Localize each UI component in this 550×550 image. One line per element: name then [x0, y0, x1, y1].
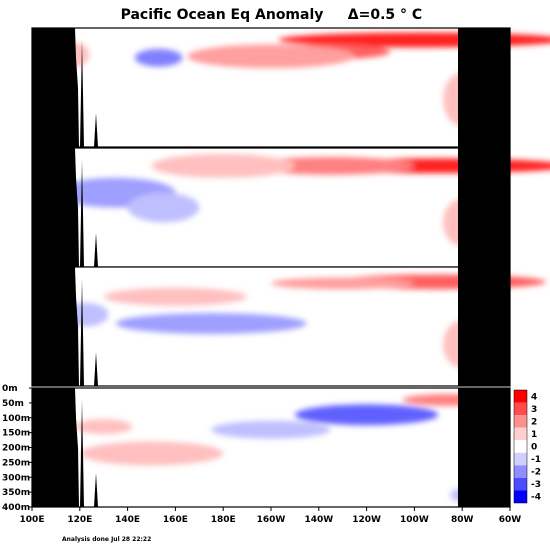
panel: Jun 14 — [31, 266, 546, 387]
colorbar-swatch — [514, 390, 527, 403]
western-landmask — [32, 267, 79, 386]
colorbar-swatch — [514, 490, 527, 503]
colorbar-swatch — [514, 427, 527, 441]
coastal-landmask — [80, 400, 84, 507]
colorbar-swatch — [514, 415, 527, 428]
western-landmask — [32, 388, 79, 507]
longitude-tick-label: 160W — [257, 515, 286, 525]
longitude-tick-label: 140W — [304, 515, 333, 525]
colorbar-tick-label: 2 — [531, 417, 537, 427]
depth-tick-label: 100m — [2, 414, 30, 424]
month-label: Jun 14 — [33, 374, 69, 385]
coastal-landmask — [80, 279, 84, 386]
anomaly-blob — [294, 404, 439, 426]
island-landmask — [94, 233, 98, 267]
longitude-tick-label: 120E — [67, 515, 92, 525]
anomaly-blob — [75, 419, 133, 435]
colorbar-tick-label: 1 — [531, 430, 537, 440]
colorbar-tick-label: -4 — [531, 493, 541, 503]
colorbar-swatch — [514, 440, 527, 453]
eastern-landmask — [458, 148, 510, 267]
longitude-tick-label: 80W — [451, 515, 474, 525]
anomaly-blob — [211, 420, 331, 439]
colorbar-swatch — [514, 402, 527, 416]
depth-tick-label: 300m — [2, 473, 30, 483]
anomaly-blob — [79, 441, 224, 466]
colorbar-tick-label: 0 — [531, 443, 537, 453]
analysis-footer: Analysis done Jul 28 22:22 — [62, 536, 151, 543]
longitude-tick-label: 180E — [211, 515, 236, 525]
colorbar-swatch — [514, 465, 527, 478]
anomaly-blob — [271, 277, 415, 290]
western-landmask — [32, 28, 79, 147]
anomaly-blob — [151, 153, 295, 178]
eastern-landmask — [458, 28, 510, 147]
colorbar-swatch — [514, 452, 527, 466]
month-label: Jul 14 — [33, 495, 66, 506]
eastern-landmask — [458, 388, 510, 507]
colorbar-tick-label: -3 — [531, 480, 541, 490]
eastern-landmask — [458, 267, 510, 386]
longitude-tick-label: 120W — [352, 515, 381, 525]
colorbar-frame — [513, 389, 528, 504]
colorbar: 4 3 2 1 0 -1 -2 -3 -4 — [513, 389, 541, 504]
longitude-tick-label: 100E — [20, 515, 45, 525]
panels-group: Apr 14 May 14 Jun 14 Jul 14 — [31, 27, 550, 508]
coastal-landmask — [80, 40, 84, 147]
depth-tick-label: 250m — [2, 458, 30, 468]
colorbar-tick-label: 3 — [531, 405, 537, 415]
longitude-axis: 100E 120E 140E 160E 180E 160W 140W 120W 100W 80W 6… — [20, 507, 522, 525]
depth-tick-label: 0m — [2, 384, 18, 394]
longitude-tick-label: 160E — [163, 515, 188, 525]
panel: Jul 14 — [31, 387, 511, 508]
anomaly-blob — [115, 313, 307, 334]
colorbar-swatch — [514, 477, 527, 491]
colorbar-tick-label: -1 — [531, 455, 541, 465]
western-landmask — [32, 148, 79, 267]
anomaly-blob — [103, 287, 248, 306]
island-landmask — [94, 113, 98, 147]
depth-axis: 0m 50m 100m 150m 200m 250m 300m 350m 400m — [2, 384, 32, 513]
colorbar-tick-label: -2 — [531, 468, 541, 478]
anomaly-blob — [127, 192, 200, 223]
longitude-tick-label: 60W — [499, 515, 522, 525]
island-landmask — [94, 352, 98, 386]
month-label: May 14 — [34, 255, 74, 266]
depth-tick-label: 50m — [2, 399, 24, 409]
panel: Apr 14 — [31, 27, 550, 148]
coastal-landmask — [80, 160, 84, 267]
longitude-tick-label: 100W — [400, 515, 429, 525]
panel: May 14 — [31, 147, 550, 268]
anomaly-blob — [134, 48, 183, 67]
anomaly-blob — [187, 44, 355, 69]
panel-frame — [31, 266, 511, 387]
longitude-tick-label: 140E — [115, 515, 140, 525]
depth-tick-label: 400m — [2, 503, 30, 513]
depth-tick-label: 200m — [2, 444, 30, 454]
chart-title: Pacific Ocean Eq Anomaly — [121, 7, 324, 23]
island-landmask — [94, 473, 98, 507]
depth-tick-label: 150m — [2, 429, 30, 439]
contour-interval-label: Δ=0.5 ° C — [348, 7, 422, 23]
depth-tick-label: 350m — [2, 488, 30, 498]
month-label: Apr 14 — [34, 135, 71, 146]
panel-frame — [31, 27, 511, 148]
colorbar-tick-label: 4 — [531, 392, 537, 402]
